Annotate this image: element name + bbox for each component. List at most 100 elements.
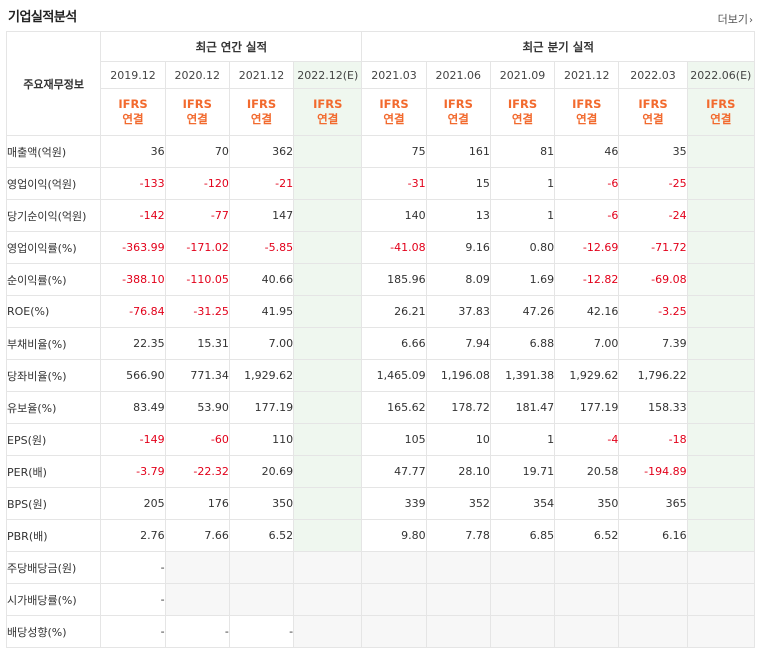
table-cell: [618, 551, 688, 584]
table-cell: [361, 551, 427, 584]
table-cell: 13: [425, 199, 491, 232]
table-cell: [293, 327, 363, 360]
table-cell: 1,465.09: [361, 359, 427, 392]
row-label: 시가배당률(%): [5, 583, 102, 616]
table-cell: 181.47: [489, 391, 556, 424]
table-cell: [686, 423, 756, 456]
table-row: 당좌비율(%) 566.90 771.34 1,929.62 1,465.09 1,196…: [5, 359, 756, 392]
table-cell: 1: [489, 423, 556, 456]
table-cell: 205: [100, 487, 166, 520]
period-header: 2022.12(E): [293, 61, 363, 89]
ifrs-top: IFRS: [379, 97, 409, 111]
table-row: 순이익률(%) -388.10 -110.05 40.66 185.96 8.09 1.69…: [5, 263, 756, 296]
ifrs-top: IFRS: [443, 97, 473, 111]
table-cell: [425, 551, 491, 584]
table-row: ROE(%) -76.84 -31.25 41.95 26.21 37.83 47.26 42…: [5, 295, 756, 328]
period-header: 2021.12: [228, 61, 295, 89]
table-row: 주당배당금(원) -: [5, 551, 756, 584]
table-cell: 2.76: [100, 519, 166, 552]
ifrs-label: IFRS 연결: [164, 88, 230, 136]
table-cell: 1,929.62: [554, 359, 620, 392]
table-cell: 178.72: [425, 391, 491, 424]
table-cell: -: [164, 615, 230, 648]
table-cell: -110.05: [164, 263, 230, 296]
table-cell: 10: [425, 423, 491, 456]
table-cell: 83.49: [100, 391, 166, 424]
table-cell: 1,929.62: [228, 359, 295, 392]
ifrs-label: IFRS 연결: [293, 88, 363, 136]
table-cell: -24: [618, 199, 688, 232]
table-cell: -142: [100, 199, 166, 232]
table-cell: [686, 199, 756, 232]
table-cell: [489, 583, 556, 616]
row-label: 당기순이익(억원): [5, 199, 102, 232]
table-cell: 1: [489, 199, 556, 232]
row-label: 부채비율(%): [5, 327, 102, 360]
table-cell: 19.71: [489, 455, 556, 488]
table-row: EPS(원) -149 -60 110 105 10 1 -4 -18: [5, 423, 756, 456]
table-cell: -69.08: [618, 263, 688, 296]
ifrs-bottom: 연결: [447, 112, 469, 126]
row-label: 당좌비율(%): [5, 359, 102, 392]
table-cell: 42.16: [554, 295, 620, 328]
table-cell: 15: [425, 167, 491, 200]
ifrs-label: IFRS 연결: [100, 88, 166, 136]
row-label: 영업이익률(%): [5, 231, 102, 264]
table-cell: [686, 583, 756, 616]
table-cell: -194.89: [618, 455, 688, 488]
ifrs-bottom: 연결: [250, 112, 273, 126]
period-header: 2021.03: [361, 61, 427, 89]
ifrs-top: IFRS: [182, 97, 212, 111]
table-cell: 1: [489, 167, 556, 200]
table-cell: 22.35: [100, 327, 166, 360]
table-cell: -18: [618, 423, 688, 456]
table-cell: 0.80: [489, 231, 556, 264]
ifrs-bottom: 연결: [122, 112, 144, 126]
table-cell: [425, 583, 491, 616]
table-cell: 350: [554, 487, 620, 520]
ifrs-label: IFRS 연결: [228, 88, 295, 136]
table-cell: [293, 583, 363, 616]
ifrs-label: IFRS 연결: [554, 88, 620, 136]
table-cell: 105: [361, 423, 427, 456]
table-cell: -133: [100, 167, 166, 200]
table-cell: 6.66: [361, 327, 427, 360]
table-cell: 15.31: [164, 327, 230, 360]
table-cell: 9.16: [425, 231, 491, 264]
more-link[interactable]: 더보기›: [718, 11, 753, 27]
table-cell: -41.08: [361, 231, 427, 264]
table-cell: 37.83: [425, 295, 491, 328]
period-header: 2021.12: [554, 61, 620, 89]
table-cell: -77: [164, 199, 230, 232]
annual-group-label: 최근 연간 실적: [100, 31, 363, 62]
ifrs-bottom: 연결: [317, 112, 339, 126]
row-label: PBR(배): [5, 519, 102, 552]
period-header: 2020.12: [164, 61, 230, 89]
table-cell: [228, 551, 295, 584]
ifrs-top: IFRS: [507, 97, 538, 111]
table-cell: -171.02: [164, 231, 230, 264]
table-row: PBR(배) 2.76 7.66 6.52 9.80 7.78 6.85 6.52 6.16: [5, 519, 756, 552]
table-row: 유보율(%) 83.49 53.90 177.19 165.62 178.72 181.47…: [5, 391, 756, 424]
table-cell: [686, 519, 756, 552]
table-cell: 53.90: [164, 391, 230, 424]
table-cell: [164, 583, 230, 616]
period-header: 2021.09: [489, 61, 556, 89]
row-label: PER(배): [5, 455, 102, 488]
table-cell: 6.16: [618, 519, 688, 552]
table-row: 매출액(억원) 36 70 362 75 161 81 46 35: [5, 135, 756, 168]
row-label: 주당배당금(원): [5, 551, 102, 584]
table-cell: -12.69: [554, 231, 620, 264]
table-cell: 47.77: [361, 455, 427, 488]
period-header: 2021.06: [425, 61, 491, 89]
table-cell: [554, 615, 620, 648]
table-cell: -60: [164, 423, 230, 456]
table-cell: 7.78: [425, 519, 491, 552]
table-cell: [425, 615, 491, 648]
table-cell: [293, 199, 363, 232]
table-cell: [293, 519, 363, 552]
ifrs-bottom: 연결: [642, 112, 664, 126]
table-cell: [293, 551, 363, 584]
ifrs-label: IFRS 연결: [425, 88, 491, 136]
ifrs-bottom: 연결: [576, 112, 598, 126]
